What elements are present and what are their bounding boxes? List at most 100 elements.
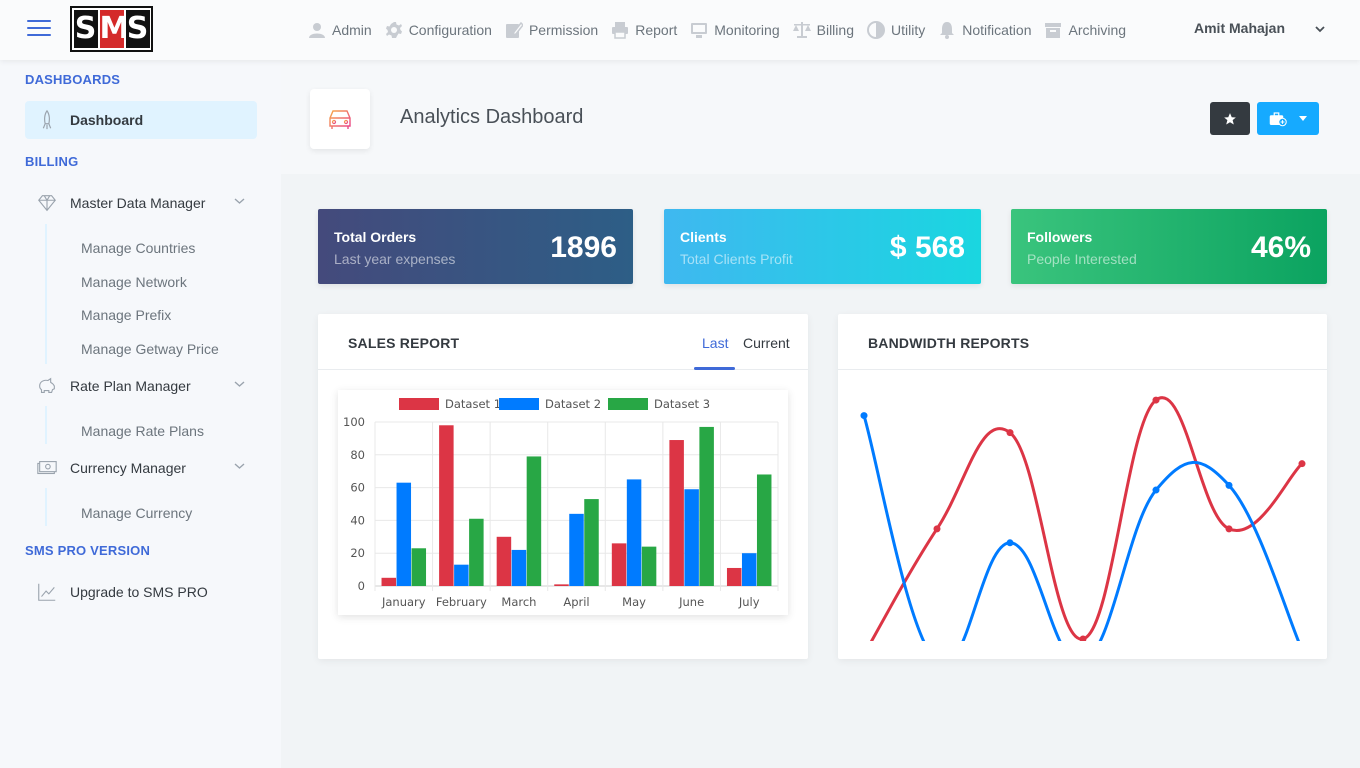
nav-item-archiving[interactable]: Archiving: [1044, 21, 1126, 39]
top-nav: Admin Configuration Permission Report Monito…: [308, 0, 1126, 60]
bar-dataset-2: [626, 479, 642, 586]
x-tick-label: April: [563, 595, 589, 609]
stat-card-total-orders: Total Orders Last year expenses 1896: [318, 209, 633, 284]
legend-label[interactable]: Dataset 3: [654, 397, 710, 411]
sales-bar-chart: Dataset 1 Dataset 2 Dataset 3 0 20 40 60 80 100 J…: [343, 397, 779, 609]
archive-icon: [1045, 23, 1062, 38]
bell-icon: [940, 22, 955, 39]
line-point: [1152, 486, 1160, 494]
nav-item-report[interactable]: Report: [611, 21, 677, 39]
user-name[interactable]: Amit Mahajan: [1194, 20, 1286, 36]
hamburger-menu-icon[interactable]: [27, 20, 51, 38]
legend-label[interactable]: Dataset 2: [545, 397, 601, 411]
legend-swatch[interactable]: [499, 398, 539, 410]
stat-card-clients: Clients Total Clients Profit $ 568: [664, 209, 981, 284]
line-point: [1298, 460, 1306, 468]
legend-label[interactable]: Dataset 1: [445, 397, 501, 411]
half-circle-icon: [866, 21, 885, 39]
bar-dataset-3: [526, 456, 542, 586]
chevron-down-icon[interactable]: [234, 197, 245, 205]
sidebar-item-currency-manager[interactable]: Currency Manager: [25, 449, 257, 487]
sidebar-subitem-manage-countries[interactable]: Manage Countries: [81, 240, 196, 256]
bar-dataset-1: [496, 536, 512, 586]
section-billing: BILLING: [25, 154, 79, 169]
chevron-down-icon[interactable]: [1314, 24, 1326, 34]
bar-dataset-3: [584, 499, 599, 586]
sidebar-item-label: Currency Manager: [70, 460, 186, 476]
chevron-down-icon[interactable]: [234, 462, 245, 470]
legend-swatch[interactable]: [399, 398, 439, 410]
page-title: Analytics Dashboard: [400, 106, 584, 128]
monitor-icon: [691, 23, 708, 38]
submenu-line: [45, 224, 47, 364]
nav-item-label: Notification: [962, 22, 1032, 38]
favorite-button[interactable]: [1210, 102, 1250, 135]
line-point: [1079, 635, 1087, 641]
sidebar-subitem-manage-getway-price[interactable]: Manage Getway Price: [81, 341, 219, 357]
nav-item-label: Report: [635, 22, 678, 38]
nav-item-billing[interactable]: Billing: [792, 21, 854, 39]
line-point: [1006, 429, 1014, 437]
x-tick-label: February: [436, 595, 487, 609]
bar-dataset-2: [684, 489, 699, 586]
sidebar: DASHBOARDS Dashboard BILLING Master Data…: [0, 60, 281, 768]
page-title-bar: [281, 60, 1360, 174]
sidebar-item-label: Rate Plan Manager: [70, 378, 191, 394]
nav-item-utility[interactable]: Utility: [866, 21, 925, 39]
nav-item-configuration[interactable]: Configuration: [385, 21, 492, 39]
sidebar-item-master-data-manager[interactable]: Master Data Manager: [25, 184, 257, 222]
submenu-line: [45, 488, 47, 526]
sidebar-subitem-manage-currency[interactable]: Manage Currency: [81, 505, 193, 521]
y-tick-label: 0: [358, 579, 365, 593]
bar-dataset-3: [699, 426, 714, 586]
nav-item-notification[interactable]: Notification: [938, 21, 1031, 39]
sidebar-item-rate-plan-manager[interactable]: Rate Plan Manager: [25, 367, 257, 405]
logo-letter-m: M: [99, 10, 130, 48]
bar-dataset-1: [726, 567, 742, 586]
stat-title: Total Orders: [334, 229, 417, 245]
caret-down-icon: [1299, 115, 1307, 121]
chevron-down-icon[interactable]: [234, 380, 245, 388]
stat-title: Followers: [1027, 229, 1093, 245]
legend-swatch[interactable]: [608, 398, 648, 410]
nav-item-label: Configuration: [408, 22, 492, 38]
business-actions-dropdown-button[interactable]: [1257, 102, 1319, 135]
sidebar-subitem-manage-network[interactable]: Manage Network: [81, 274, 187, 290]
y-tick-label: 80: [350, 448, 365, 462]
sidebar-subitem-manage-rate-plans[interactable]: Manage Rate Plans: [81, 423, 204, 439]
print-icon: [612, 22, 629, 39]
nav-item-permission[interactable]: Permission: [505, 21, 598, 39]
sidebar-item-label: Master Data Manager: [70, 195, 206, 211]
sidebar-item-upgrade[interactable]: Upgrade to SMS PRO: [25, 573, 257, 611]
bar-dataset-3: [756, 474, 772, 586]
sidebar-item-dashboard[interactable]: Dashboard: [25, 101, 257, 139]
piggy-bank-icon: [35, 374, 59, 398]
tab-current[interactable]: Current: [743, 335, 790, 351]
bar-dataset-2: [396, 482, 412, 586]
section-sms-pro-version: SMS PRO VERSION: [25, 543, 151, 558]
line-point: [860, 412, 868, 420]
y-tick-label: 20: [350, 546, 365, 560]
submenu-line: [45, 406, 47, 444]
logo-letter-s1: S: [73, 10, 98, 48]
line-point: [1225, 525, 1233, 533]
x-tick-label: July: [738, 595, 760, 609]
tab-last[interactable]: Last: [702, 335, 729, 351]
nav-item-monitoring[interactable]: Monitoring: [690, 21, 780, 39]
nav-item-label: Admin: [332, 22, 372, 38]
stat-title: Clients: [680, 229, 727, 245]
sidebar-subitem-manage-prefix[interactable]: Manage Prefix: [81, 307, 172, 323]
y-tick-label: 100: [343, 415, 365, 429]
line-point: [933, 525, 941, 533]
logo-letter-s2: S: [125, 10, 150, 48]
bar-dataset-3: [411, 548, 427, 586]
stat-subtitle: Last year expenses: [334, 251, 456, 267]
diamond-icon: [35, 191, 59, 215]
line-point: [1152, 396, 1160, 404]
sidebar-item-label: Dashboard: [70, 112, 144, 128]
nav-item-admin[interactable]: Admin: [308, 21, 372, 39]
balance-scale-icon: [792, 22, 811, 38]
line-series-group: [860, 396, 1306, 641]
